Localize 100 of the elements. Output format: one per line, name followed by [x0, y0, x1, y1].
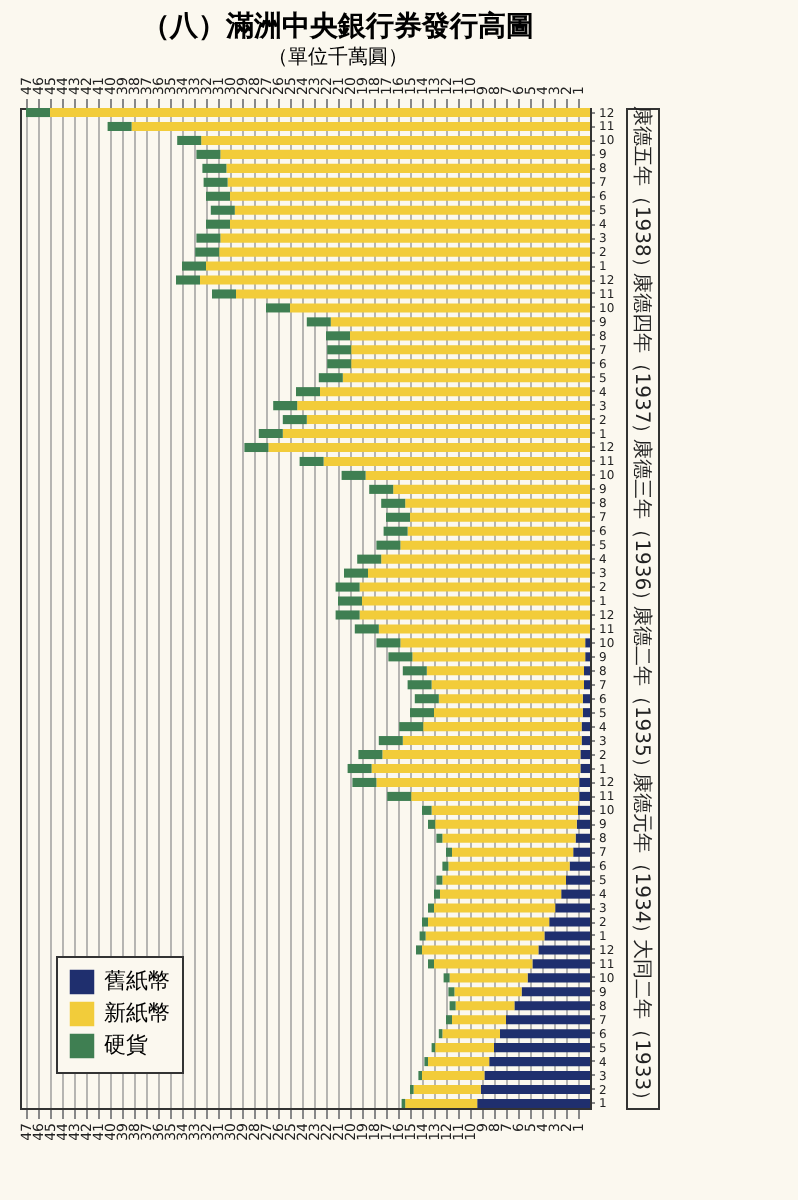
bar [431, 680, 584, 690]
bar [452, 847, 574, 857]
bar [365, 470, 590, 480]
bar [422, 917, 428, 927]
chart-title: （八）滿洲中央銀行券發行高圖 [142, 9, 534, 44]
bar [382, 750, 581, 760]
bar [182, 261, 206, 271]
bar [176, 275, 200, 285]
legend-label: 新紙幣 [104, 1000, 170, 1026]
bar [477, 1098, 590, 1108]
bar [234, 205, 590, 215]
bar [416, 945, 422, 955]
bar [359, 610, 590, 620]
bar [454, 987, 522, 997]
bar [448, 987, 455, 997]
bar [350, 331, 590, 341]
bar [434, 708, 583, 718]
bar [335, 582, 360, 592]
bar [581, 722, 590, 732]
bar [196, 233, 221, 243]
bar [268, 442, 590, 453]
bar [584, 666, 590, 676]
bar [297, 401, 590, 411]
bar [203, 177, 228, 187]
bar [342, 373, 590, 383]
bar [376, 540, 401, 550]
bar [428, 1057, 490, 1067]
bar [506, 1015, 590, 1025]
bar [544, 931, 590, 941]
bar [206, 261, 590, 271]
bar [368, 568, 590, 578]
bar [306, 317, 331, 327]
bar [387, 791, 412, 801]
bar [555, 903, 590, 913]
bar [335, 610, 360, 620]
bar [230, 219, 590, 229]
bar [399, 722, 424, 732]
bar [402, 666, 427, 676]
bar [436, 833, 443, 843]
bar [347, 763, 372, 774]
bar [582, 708, 590, 718]
bar [383, 526, 408, 536]
bar [428, 819, 436, 829]
bar [306, 415, 590, 425]
bar [378, 624, 590, 634]
bar [449, 973, 528, 983]
bar [220, 233, 590, 243]
bar [177, 135, 202, 145]
bar [582, 694, 590, 704]
legend-label: 舊紙幣 [104, 968, 170, 994]
bar [327, 359, 352, 369]
bar [131, 121, 590, 132]
bar [381, 554, 590, 564]
bar [410, 708, 434, 718]
bar [422, 1071, 485, 1081]
bar [326, 331, 350, 341]
bar [210, 205, 235, 215]
bar [405, 498, 590, 508]
bar [378, 736, 403, 746]
bar [580, 763, 590, 774]
bar [196, 149, 221, 159]
bar [200, 275, 590, 285]
bar [438, 694, 583, 704]
bar [323, 456, 590, 466]
bar [226, 163, 590, 173]
bar [318, 373, 343, 383]
bar [500, 1029, 590, 1039]
bar [236, 289, 590, 299]
bar [282, 415, 307, 425]
bar [514, 1001, 590, 1011]
bar [422, 805, 432, 815]
bar [414, 694, 439, 704]
bar [579, 777, 590, 787]
bar [428, 917, 550, 927]
bar [428, 959, 434, 969]
bar [402, 736, 582, 746]
bar [435, 1043, 494, 1053]
bar [576, 819, 590, 829]
bar [489, 1057, 590, 1067]
bar [573, 847, 590, 857]
bar [227, 177, 590, 187]
bar [431, 805, 578, 815]
bar [359, 582, 590, 592]
bar [369, 484, 394, 494]
bar [425, 931, 545, 941]
bar [448, 861, 570, 871]
bar [442, 1029, 500, 1039]
bar [422, 945, 539, 955]
bar [494, 1043, 590, 1053]
bar [435, 819, 577, 829]
bar [244, 442, 269, 453]
bar [581, 736, 590, 746]
bar [195, 247, 220, 257]
bar [532, 959, 590, 969]
legend-label: 硬貨 [104, 1032, 148, 1058]
bar [358, 750, 383, 760]
bar [561, 889, 590, 899]
text: 康德二年（1935） [630, 605, 654, 777]
bar [282, 429, 590, 439]
bar [442, 833, 576, 843]
